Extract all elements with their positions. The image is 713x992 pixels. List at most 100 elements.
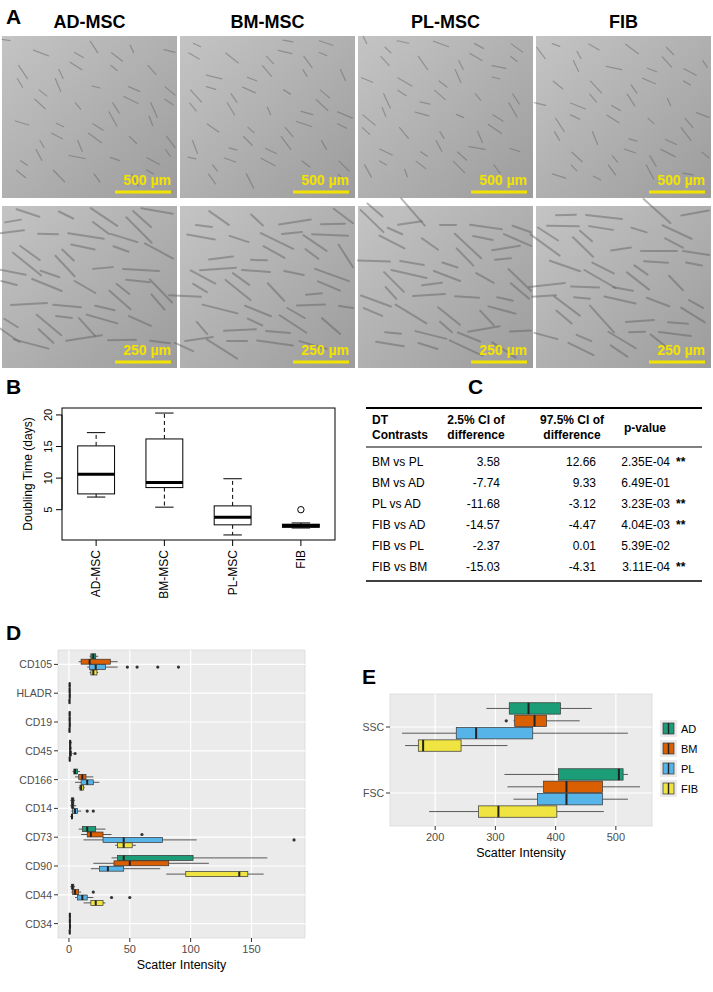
median (95, 665, 97, 670)
cell-texture (167, 136, 175, 147)
x-tick-label: BM-MSC (157, 550, 171, 599)
cell-texture (363, 115, 375, 125)
median (618, 769, 620, 780)
cell-texture (577, 52, 581, 59)
cell-texture (643, 78, 656, 83)
whisker-low (504, 774, 558, 775)
median (74, 890, 76, 895)
cell-texture (206, 87, 216, 90)
median (86, 827, 88, 832)
cell-texture (606, 66, 622, 69)
y-tick-label: 5 (42, 507, 54, 513)
x-tick-label: 150 (242, 943, 260, 955)
cell-texture (90, 41, 98, 53)
box (77, 895, 87, 900)
cell-texture (511, 44, 522, 52)
panel-label: E (362, 665, 376, 688)
cell-texture (421, 152, 428, 156)
cell-texture (69, 155, 85, 158)
cell-texture (492, 66, 506, 69)
box (282, 524, 319, 527)
micrograph: 500 µm (2, 36, 177, 198)
cell-texture (2, 39, 10, 40)
cell-texture (611, 345, 628, 356)
cell-texture (191, 90, 202, 102)
grid-line (58, 894, 305, 895)
micrograph: 250 µm (529, 199, 711, 368)
legend-label: FIB (681, 783, 698, 795)
y-tick (386, 793, 390, 794)
cell-texture (284, 90, 291, 94)
cell-texture (111, 53, 122, 61)
cell-texture (229, 148, 237, 150)
cell-texture (400, 261, 424, 265)
cell-texture (398, 78, 412, 86)
cell-texture (248, 319, 263, 326)
whisker-low (91, 868, 100, 869)
cell-texture (476, 273, 493, 283)
outlier (140, 833, 143, 836)
box (80, 785, 84, 790)
cell-texture (207, 124, 219, 132)
cell-texture (703, 61, 707, 68)
cell-texture (39, 90, 47, 96)
cell-texture (13, 253, 41, 276)
whisker-low (115, 845, 117, 846)
whisker-cap-high (155, 413, 173, 414)
cell-texture (229, 236, 248, 242)
cell-texture (35, 99, 45, 108)
cell-texture (111, 234, 138, 242)
cell-texture (224, 329, 256, 331)
whisker-low (166, 874, 185, 875)
cell-texture (589, 44, 599, 50)
median (69, 756, 71, 761)
cell-texture (468, 326, 500, 332)
cell-texture (455, 296, 479, 298)
x-tick (68, 938, 69, 942)
cell-texture (457, 248, 474, 265)
y-tick-label: FSC (363, 787, 384, 799)
median (69, 924, 71, 929)
median (282, 524, 319, 527)
median (528, 703, 530, 714)
panel-label: C (468, 375, 483, 398)
median (69, 746, 71, 751)
panel-label: D (6, 621, 21, 644)
table-header: p-value (624, 421, 666, 435)
grid-line (58, 865, 305, 866)
cell-texture (681, 128, 691, 141)
cell-texture (666, 47, 673, 54)
cell-texture (79, 318, 95, 336)
cell-texture (338, 124, 347, 128)
median (81, 895, 83, 900)
cell-texture (164, 50, 175, 53)
box (91, 900, 103, 905)
cell-texture (510, 148, 520, 151)
cell-texture (577, 335, 592, 341)
cell-texture (530, 234, 559, 255)
cell-texture (572, 152, 582, 162)
cell-texture (306, 249, 319, 259)
cell-texture (278, 50, 292, 53)
cell-texture (62, 249, 74, 260)
outlier (128, 896, 131, 899)
table-cell: ** (676, 455, 686, 469)
micrograph-frame (2, 36, 177, 198)
cell-texture (245, 306, 271, 316)
table-header-line: p-value (624, 421, 666, 435)
cell-texture (571, 103, 586, 109)
table-header-line: Contrasts (372, 428, 428, 442)
median (95, 900, 97, 905)
y-tick-label: CD73 (25, 831, 52, 843)
cell-texture (209, 211, 229, 225)
whisker-high (603, 786, 640, 787)
x-tick (232, 540, 233, 546)
box (69, 918, 71, 923)
grid-line (58, 779, 305, 780)
cell-texture (571, 165, 577, 171)
cell-texture (453, 161, 464, 172)
cell-texture (669, 276, 683, 290)
cell-texture (418, 343, 437, 349)
cell-texture (95, 306, 114, 310)
cell-texture (586, 215, 622, 219)
